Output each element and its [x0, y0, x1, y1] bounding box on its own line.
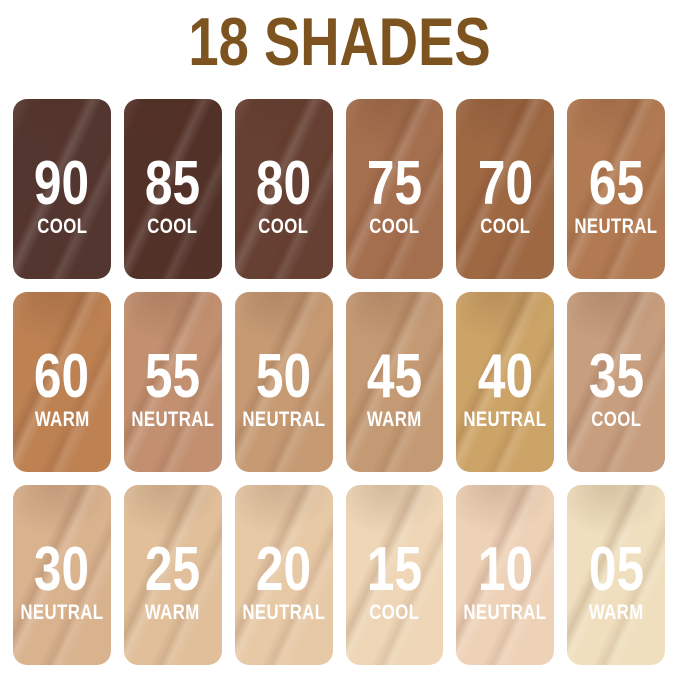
- swatch-labels: 35 COOL: [567, 292, 665, 472]
- swatch-labels: 30 NEUTRAL: [13, 485, 111, 665]
- swatch-labels: 55 NEUTRAL: [124, 292, 222, 472]
- swatch-labels: 90 COOL: [13, 99, 111, 279]
- smear-texture: [13, 292, 111, 472]
- shade-undertone: WARM: [145, 601, 201, 624]
- page-title: 18 SHADES: [188, 4, 491, 80]
- swatch-05-warm: 05 WARM: [567, 485, 665, 665]
- swatch-10-neutral: 10 NEUTRAL: [456, 485, 555, 665]
- swatch-50-neutral: 50 NEUTRAL: [234, 292, 333, 472]
- smear-texture: [456, 292, 555, 472]
- swatch-labels: 25 WARM: [124, 485, 222, 665]
- smear-texture: [123, 99, 222, 279]
- shade-undertone: NEUTRAL: [242, 408, 326, 431]
- swatch-labels: 85 COOL: [124, 99, 222, 279]
- swatch-40-neutral: 40 NEUTRAL: [456, 292, 555, 472]
- smear-texture: [456, 485, 555, 665]
- smear-texture: [123, 485, 222, 665]
- swatch-labels: 50 NEUTRAL: [235, 292, 333, 472]
- swatch-labels: 15 COOL: [346, 485, 444, 665]
- swatch-labels: 70 COOL: [456, 99, 554, 279]
- shade-number: 10: [477, 535, 533, 604]
- shade-undertone: WARM: [34, 408, 90, 431]
- shade-number: 90: [34, 149, 90, 218]
- shade-grid: 90 COOL 85 COOL 80 COOL 75 COOL: [13, 99, 665, 665]
- shade-number: 65: [588, 149, 644, 218]
- shade-number: 40: [477, 342, 533, 411]
- swatch-55-neutral: 55 NEUTRAL: [123, 292, 222, 472]
- shade-undertone: NEUTRAL: [242, 601, 326, 624]
- swatch-80-cool: 80 COOL: [234, 99, 333, 279]
- swatch-65-neutral: 65 NEUTRAL: [567, 99, 665, 279]
- shade-undertone: COOL: [369, 215, 420, 238]
- swatch-90-cool: 90 COOL: [13, 99, 111, 279]
- shade-number: 20: [255, 535, 312, 604]
- shade-undertone: WARM: [588, 601, 644, 624]
- smear-texture: [567, 99, 665, 279]
- swatch-15-cool: 15 COOL: [345, 485, 444, 665]
- shade-number: 70: [477, 149, 533, 218]
- shade-undertone: NEUTRAL: [20, 601, 104, 624]
- smear-texture: [567, 292, 665, 472]
- shade-number: 85: [145, 149, 201, 218]
- smear-texture: [345, 485, 444, 665]
- shade-undertone: NEUTRAL: [463, 601, 547, 624]
- shade-number: 50: [255, 342, 312, 411]
- swatch-labels: 45 WARM: [346, 292, 444, 472]
- shade-undertone: COOL: [147, 215, 198, 238]
- smear-texture: [13, 99, 111, 279]
- smear-texture: [13, 485, 111, 665]
- smear-texture: [456, 99, 555, 279]
- swatch-labels: 05 WARM: [567, 485, 665, 665]
- smear-texture: [345, 99, 444, 279]
- swatch-labels: 10 NEUTRAL: [456, 485, 554, 665]
- swatch-25-warm: 25 WARM: [123, 485, 222, 665]
- shade-undertone: NEUTRAL: [463, 408, 547, 431]
- smear-texture: [123, 292, 222, 472]
- swatch-20-neutral: 20 NEUTRAL: [234, 485, 333, 665]
- shade-number: 75: [366, 149, 422, 218]
- swatch-60-warm: 60 WARM: [13, 292, 111, 472]
- shade-number: 15: [366, 535, 422, 604]
- shade-undertone: COOL: [36, 215, 87, 238]
- smear-texture: [567, 485, 665, 665]
- swatch-35-cool: 35 COOL: [567, 292, 665, 472]
- shade-undertone: COOL: [369, 601, 420, 624]
- shade-undertone: NEUTRAL: [574, 215, 658, 238]
- shade-number: 55: [145, 342, 201, 411]
- shade-undertone: COOL: [258, 215, 309, 238]
- shade-number: 35: [588, 342, 644, 411]
- smear-texture: [234, 292, 333, 472]
- shade-number: 05: [588, 535, 644, 604]
- shade-number: 80: [255, 149, 312, 218]
- shade-undertone: COOL: [591, 408, 642, 431]
- smear-texture: [234, 99, 333, 279]
- swatch-30-neutral: 30 NEUTRAL: [13, 485, 111, 665]
- swatch-labels: 60 WARM: [13, 292, 111, 472]
- shade-number: 60: [34, 342, 90, 411]
- shade-number: 45: [366, 342, 422, 411]
- swatch-75-cool: 75 COOL: [345, 99, 444, 279]
- swatch-labels: 40 NEUTRAL: [456, 292, 554, 472]
- smear-texture: [234, 485, 333, 665]
- shade-undertone: WARM: [367, 408, 422, 431]
- swatch-labels: 20 NEUTRAL: [235, 485, 333, 665]
- shade-undertone: NEUTRAL: [131, 408, 215, 431]
- swatch-labels: 75 COOL: [346, 99, 444, 279]
- shade-undertone: COOL: [480, 215, 531, 238]
- shade-number: 30: [34, 535, 90, 604]
- shade-number: 25: [145, 535, 201, 604]
- swatch-45-warm: 45 WARM: [345, 292, 444, 472]
- swatch-70-cool: 70 COOL: [456, 99, 555, 279]
- swatch-labels: 65 NEUTRAL: [567, 99, 665, 279]
- swatch-labels: 80 COOL: [235, 99, 333, 279]
- smear-texture: [345, 292, 444, 472]
- swatch-85-cool: 85 COOL: [123, 99, 222, 279]
